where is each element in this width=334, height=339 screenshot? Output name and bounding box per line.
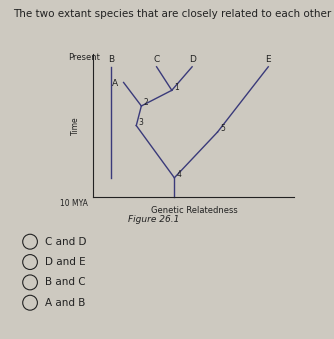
Text: 1: 1 (174, 83, 179, 92)
Text: C and D: C and D (45, 237, 87, 247)
Text: A: A (112, 79, 118, 88)
Text: B: B (108, 55, 114, 64)
Text: E: E (266, 55, 271, 64)
Text: Genetic Relatedness: Genetic Relatedness (151, 206, 238, 215)
Text: 4: 4 (177, 170, 182, 179)
Text: 5: 5 (220, 124, 225, 134)
Text: Figure 26.1: Figure 26.1 (128, 215, 179, 224)
Text: 3: 3 (139, 118, 144, 127)
Text: C: C (153, 55, 160, 64)
Text: 10 MYA: 10 MYA (60, 199, 88, 208)
Text: The two extant species that are closely related to each other are ____.: The two extant species that are closely … (13, 8, 334, 19)
Text: A and B: A and B (45, 298, 86, 308)
Text: D and E: D and E (45, 257, 86, 267)
Text: Time: Time (71, 116, 80, 135)
Text: 2: 2 (144, 98, 149, 107)
Text: B and C: B and C (45, 277, 86, 287)
Text: Present: Present (68, 53, 100, 62)
Text: D: D (189, 55, 195, 64)
